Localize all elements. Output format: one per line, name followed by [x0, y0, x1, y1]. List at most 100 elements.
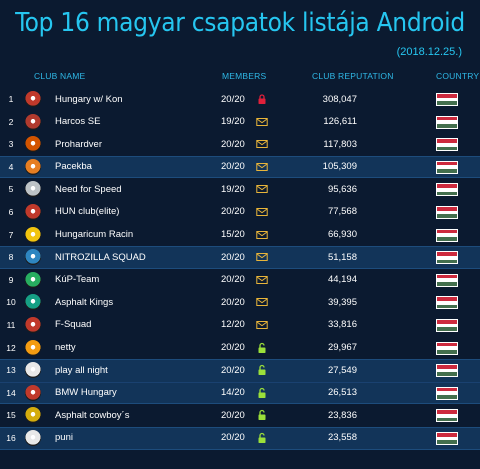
club-logo-icon [25, 407, 41, 424]
club-logo-icon [25, 384, 41, 401]
header-club-reputation: CLUB REPUTATION [312, 71, 394, 81]
club-row[interactable]: 13 play all night 20/20 27,549 [0, 359, 480, 382]
club-members: 19/20 [221, 183, 245, 195]
club-list: 1 Hungary w/ Kon 20/20 308,047 2 Harcos … [0, 88, 480, 450]
hungary-flag-icon [436, 386, 458, 400]
club-row[interactable]: 7 Hungaricum Racin 15/20 66,930 [0, 224, 480, 247]
club-rank: 3 [8, 139, 14, 150]
club-members: 20/20 [221, 138, 245, 150]
club-members: 20/20 [221, 251, 245, 263]
club-row[interactable]: 11 F-Squad 12/20 33,816 [0, 314, 480, 337]
club-name: Asphalt cowboy´s [55, 409, 130, 421]
club-members: 20/20 [221, 274, 245, 286]
club-reputation: 33,816 [327, 319, 357, 331]
club-logo-icon [25, 339, 41, 356]
club-row[interactable]: 14 BMW Hungary 14/20 26,513 [0, 381, 480, 405]
club-row[interactable]: 8 NITROZILLA SQUAD 20/20 51,158 [0, 246, 480, 269]
hungary-flag-icon [436, 93, 458, 106]
club-name: puni [55, 432, 73, 444]
mail-icon [256, 253, 268, 262]
club-rank: 2 [8, 116, 14, 127]
club-members: 14/20 [221, 387, 245, 399]
hungary-flag-icon [436, 318, 458, 332]
club-logo-icon [25, 362, 41, 379]
club-rank: 14 [6, 387, 16, 398]
club-row[interactable]: 5 Need for Speed 19/20 95,636 [0, 178, 480, 201]
club-rank: 15 [6, 410, 16, 421]
hungary-flag-icon [436, 228, 458, 242]
club-reputation: 51,158 [327, 251, 357, 263]
table-header: CLUB NAME MEMBERS CLUB REPUTATION COUNTR… [0, 69, 480, 83]
club-members: 12/20 [221, 319, 245, 331]
club-logo-icon [25, 294, 41, 311]
club-rank: 9 [8, 274, 14, 285]
unlock-icon [258, 410, 266, 421]
club-name: BMW Hungary [55, 387, 117, 399]
club-name: play all night [55, 364, 108, 376]
header-members: MEMBERS [222, 71, 267, 81]
page-title: Top 16 magyar csapatok listája Android [15, 8, 465, 38]
mail-icon [256, 185, 268, 194]
club-logo-icon [25, 203, 41, 220]
club-rank: 8 [8, 252, 14, 263]
list-date: (2018.12.25.) [396, 46, 462, 58]
club-reputation: 66,930 [327, 229, 357, 241]
club-members: 19/20 [221, 116, 245, 128]
lock-icon [258, 94, 266, 104]
unlock-icon [258, 364, 266, 376]
club-rank: 7 [8, 229, 14, 240]
header-country: COUNTRY [436, 71, 480, 81]
club-row[interactable]: 10 Asphalt Kings 20/20 39,395 [0, 291, 480, 314]
club-reputation: 23,836 [327, 409, 357, 421]
header-club-name: CLUB NAME [34, 71, 86, 81]
club-members: 20/20 [221, 93, 245, 105]
hungary-flag-icon [436, 138, 458, 152]
club-name: Hungary w/ Kon [55, 93, 123, 105]
club-row[interactable]: 9 KúP-Team 20/20 44,194 [0, 269, 480, 292]
club-members: 20/20 [221, 342, 245, 354]
mail-icon [256, 320, 268, 329]
club-row[interactable]: 4 Pacekba 20/20 105,309 [0, 155, 480, 179]
club-members: 20/20 [221, 296, 245, 308]
hungary-flag-icon [436, 296, 458, 310]
club-logo-icon [25, 249, 41, 266]
club-name: F-Squad [55, 319, 92, 331]
club-reputation: 95,636 [327, 183, 357, 195]
club-row[interactable]: 6 HUN club(elite) 20/20 77,568 [0, 201, 480, 224]
hungary-flag-icon [436, 205, 458, 219]
club-row[interactable]: 16 puni 20/20 23,558 [0, 426, 480, 450]
club-logo-icon [25, 136, 41, 153]
hungary-flag-icon [436, 364, 458, 378]
club-logo-icon [25, 113, 41, 130]
mail-icon [256, 207, 268, 216]
club-logo-icon [25, 316, 41, 333]
club-rank: 6 [8, 206, 14, 217]
club-logo-icon [25, 226, 41, 243]
club-reputation: 39,395 [327, 296, 357, 308]
club-row[interactable]: 15 Asphalt cowboy´s 20/20 23,836 [0, 404, 480, 427]
club-rank: 13 [6, 365, 16, 376]
club-rank: 11 [6, 319, 16, 330]
mail-icon [256, 117, 268, 126]
hungary-flag-icon [436, 273, 458, 287]
club-row[interactable]: 3 Prohardver 20/20 117,803 [0, 133, 480, 156]
hungary-flag-icon [436, 160, 458, 174]
club-row[interactable]: 2 Harcos SE 19/20 126,611 [0, 111, 480, 134]
club-name: Asphalt Kings [55, 296, 114, 308]
club-rank: 10 [6, 297, 16, 308]
mail-icon [256, 298, 268, 307]
mail-icon [256, 275, 268, 284]
club-name: Harcos SE [55, 116, 101, 128]
club-name: KúP-Team [55, 274, 100, 286]
club-members: 20/20 [221, 364, 245, 376]
club-row[interactable]: 1 Hungary w/ Kon 20/20 308,047 [0, 88, 480, 111]
mail-icon [256, 230, 268, 239]
mail-icon [256, 140, 268, 149]
hungary-flag-icon [436, 183, 458, 197]
club-rank: 5 [8, 184, 14, 195]
club-members: 15/20 [221, 229, 245, 241]
hungary-flag-icon [436, 115, 458, 129]
hungary-flag-icon [436, 251, 458, 265]
club-row[interactable]: 12 netty 20/20 29,967 [0, 337, 480, 360]
club-name: Hungaricum Racin [55, 229, 134, 241]
